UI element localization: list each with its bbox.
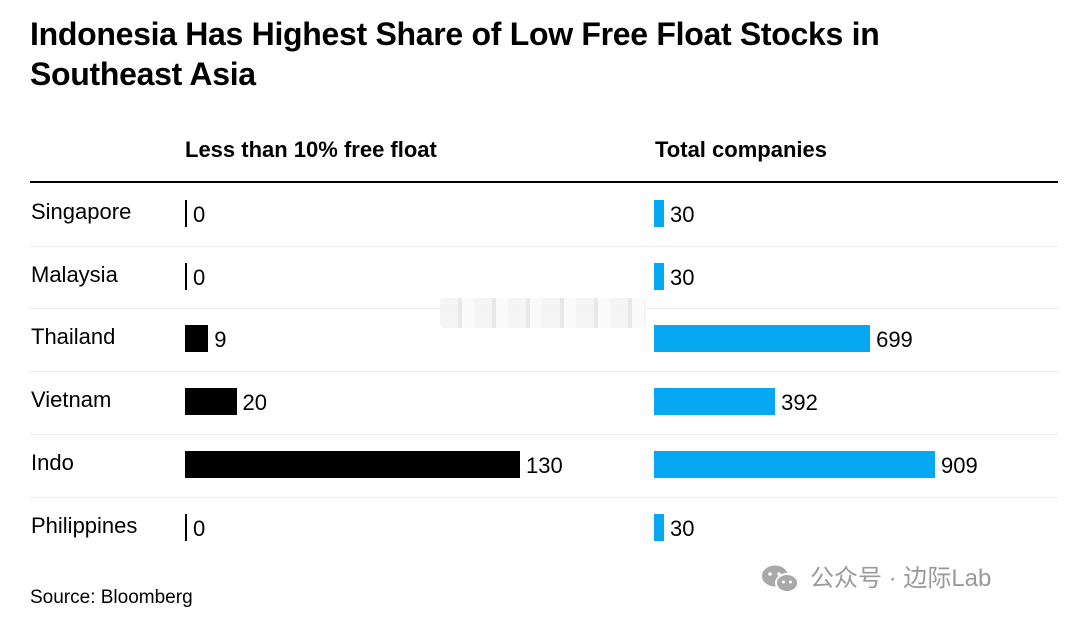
bar-low-free-float [185,388,237,416]
bar-total-companies [654,388,776,416]
chart-title: Indonesia Has Highest Share of Low Free … [30,16,880,92]
value-label-low-free-float: 0 [193,515,206,541]
value-label-total-companies: 30 [670,264,695,290]
wechat-icon [762,565,799,593]
value-label-low-free-float: 0 [193,264,206,290]
category-label: Malaysia [31,261,118,287]
bar-low-free-float [185,325,209,353]
value-label-total-companies: 909 [941,452,978,478]
column-header-low-free-float: Less than 10% free float [185,137,437,162]
category-label: Singapore [31,199,132,224]
bar-low-free-float [185,200,187,227]
value-label-total-companies: 30 [670,202,695,227]
bar-total-companies [654,513,664,541]
bar-low-free-float [185,450,520,478]
value-label-low-free-float: 130 [526,452,563,478]
value-label-low-free-float: 9 [214,327,227,353]
image-artifact [440,298,646,328]
value-label-low-free-float: 20 [242,390,268,416]
header-rule [30,181,1058,183]
value-label-total-companies: 699 [876,327,913,353]
value-label-total-companies: 392 [781,390,818,416]
bar-total-companies [654,325,871,353]
watermark: 公众号 · 边际Lab [760,563,991,595]
bar-low-free-float [185,262,187,290]
value-label-low-free-float: 0 [193,202,206,227]
watermark-text: 公众号 · 边际Lab [810,565,992,592]
row-divider [30,496,1058,498]
value-label-total-companies: 30 [670,515,695,541]
row-divider [30,433,1058,435]
bar-total-companies [654,450,935,478]
column-header-total-companies: Total companies [655,137,827,162]
category-label: Thailand [31,324,116,350]
row-divider [30,371,1058,373]
bar-total-companies [654,200,664,227]
row-divider [30,245,1058,247]
category-label: Indo [31,449,74,475]
bar-total-companies [654,262,664,290]
bar-low-free-float [185,513,187,541]
category-label: Vietnam [31,387,112,413]
source-note: Source: Bloomberg [30,587,193,608]
category-label: Philippines [31,512,138,538]
